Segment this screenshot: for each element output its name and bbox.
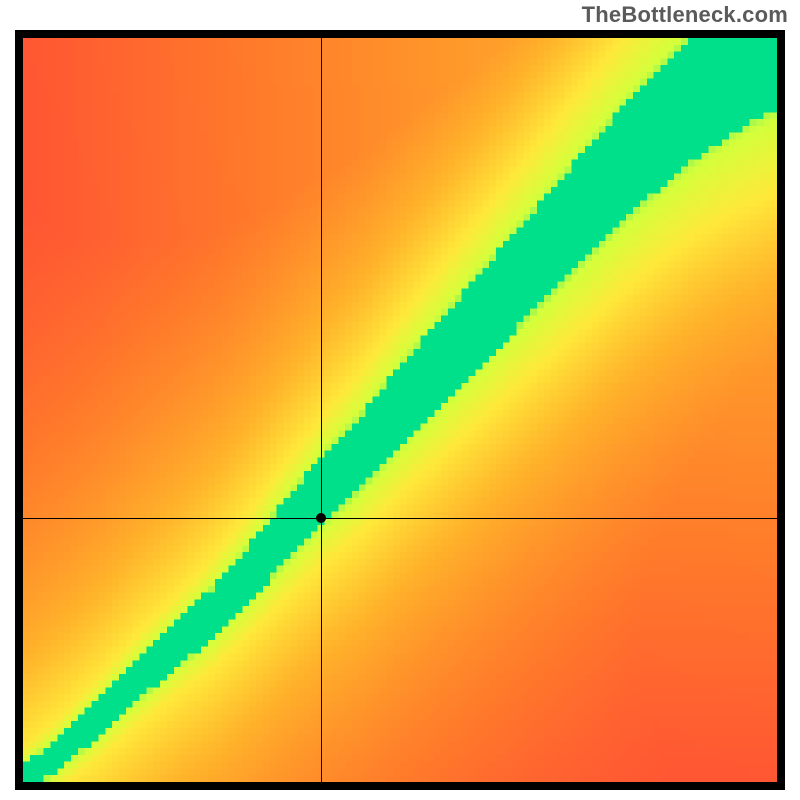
- crosshair-horizontal: [23, 518, 777, 519]
- marker-dot: [316, 513, 326, 523]
- crosshair-vertical: [321, 38, 322, 782]
- page-root: { "watermark": { "text": "TheBottleneck.…: [0, 0, 800, 800]
- heatmap-canvas: [23, 38, 777, 782]
- heatmap-frame: [15, 30, 785, 790]
- watermark-text: TheBottleneck.com: [582, 2, 788, 28]
